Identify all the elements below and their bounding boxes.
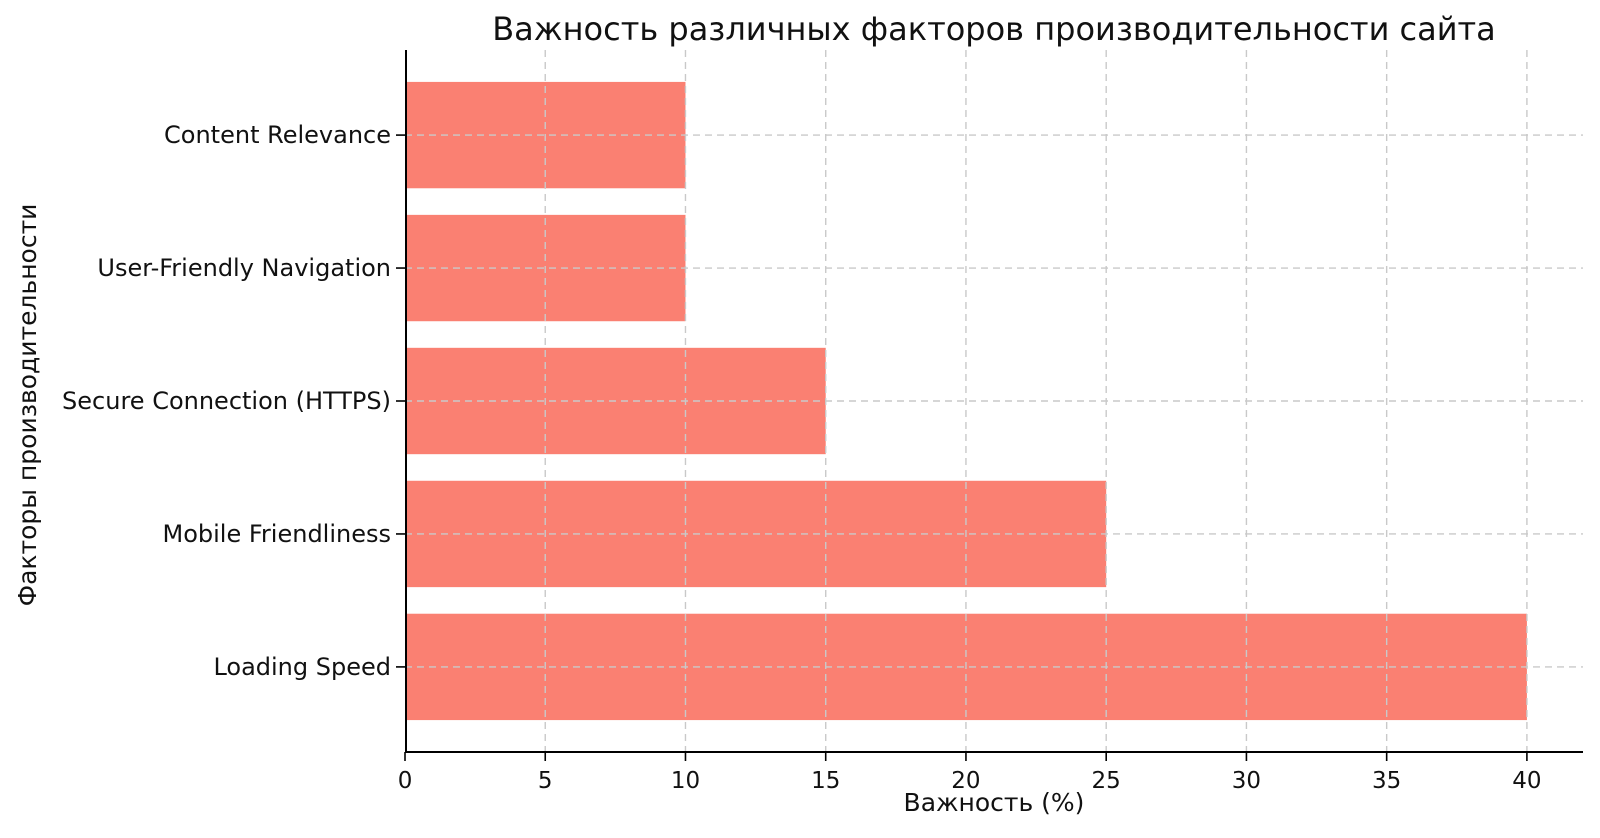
x-tick-label-10: 10 — [671, 768, 700, 794]
x-tick-label-5: 5 — [538, 768, 553, 794]
x-tick-label-25: 25 — [1092, 768, 1121, 794]
category-label-user-friendly-navigation: User-Friendly Navigation — [97, 254, 391, 282]
x-tick-label-20: 20 — [951, 768, 980, 794]
category-label-secure-connection-https: Secure Connection (HTTPS) — [62, 387, 391, 415]
x-tick-label-15: 15 — [811, 768, 840, 794]
category-label-content-relevance: Content Relevance — [164, 121, 391, 149]
x-tick-label-0: 0 — [398, 768, 413, 794]
y-axis-label: Факторы производительности — [13, 203, 42, 607]
x-tick-label-30: 30 — [1232, 768, 1261, 794]
category-label-loading-speed: Loading Speed — [213, 653, 391, 681]
x-tick-label-40: 40 — [1512, 768, 1541, 794]
chart-title: Важность различных факторов производител… — [492, 10, 1496, 48]
category-label-mobile-friendliness: Mobile Friendliness — [163, 520, 391, 548]
x-axis-label: Важность (%) — [903, 788, 1085, 817]
x-tick-label-35: 35 — [1372, 768, 1401, 794]
